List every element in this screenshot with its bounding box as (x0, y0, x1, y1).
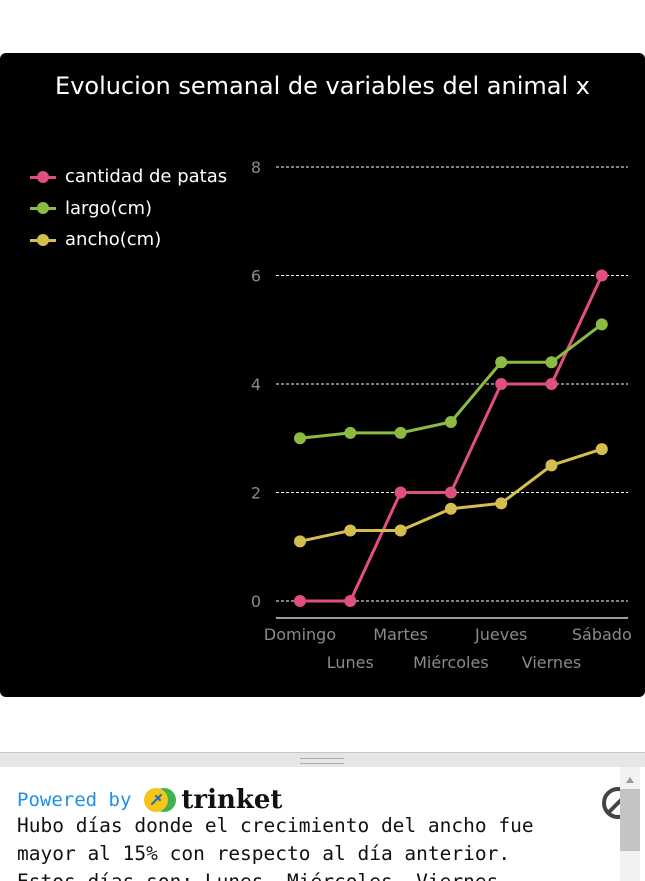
legend-dot-0 (37, 170, 49, 183)
series-0-point-4 (495, 378, 508, 390)
series-0-point-2 (394, 486, 407, 499)
series-1-point-4 (495, 356, 508, 369)
x-tick-label-1: Lunes (327, 653, 374, 672)
series-1-point-3 (444, 415, 457, 428)
powered-by[interactable]: Powered by trinket (17, 785, 282, 815)
series-2-point-6 (595, 443, 608, 456)
series-2-point-2 (394, 524, 407, 537)
x-tick-label-2: Martes (373, 625, 428, 644)
series-0-point-5 (545, 378, 558, 390)
legend-label-2: ancho(cm) (65, 229, 162, 251)
series-0-point-6 (595, 269, 608, 282)
panel-resize-handle[interactable] (0, 752, 645, 768)
y-tick-label-3: 6 (251, 267, 261, 286)
series-line-0 (300, 274, 604, 603)
x-tick-label-6: Sábado (572, 625, 632, 644)
series-1-point-1 (344, 426, 357, 439)
series-2-point-3 (444, 502, 457, 515)
legend-label-1: largo(cm) (65, 197, 153, 219)
console-output: Hubo días donde el crecimiento del ancho… (17, 814, 534, 881)
x-tick-label-3: Miércoles (413, 653, 489, 672)
legend-dot-2 (37, 233, 49, 246)
series-2-point-1 (344, 524, 357, 537)
grip-icon (300, 758, 344, 764)
legend-dot-1 (37, 202, 49, 215)
x-tick-label-5: Viernes (522, 653, 582, 672)
scroll-thumb[interactable] (620, 789, 640, 851)
series-0-point-0 (294, 595, 306, 607)
trinket-brand: trinket (181, 785, 283, 815)
line-chart: 0 2 4 6 8 Domingo Lunes Martes Miércoles Jueves Vi… (251, 158, 632, 672)
chart-legend: cantidad de patas largo(cm) ancho(cm) (30, 161, 227, 256)
series-2-point-4 (495, 497, 508, 510)
y-tick-label-1: 2 (251, 484, 261, 503)
series-1-point-6 (595, 318, 608, 331)
trinket-logo-icon (143, 787, 177, 813)
legend-item-2[interactable]: ancho(cm) (30, 224, 227, 256)
legend-swatch-2 (30, 233, 56, 247)
chart-title: Evolucion semanal de variables del anima… (55, 72, 590, 100)
powered-by-label: Powered by (17, 789, 132, 811)
legend-item-0[interactable]: cantidad de patas (30, 161, 227, 193)
series-0-point-1 (344, 595, 357, 607)
y-tick-label-0: 0 (251, 592, 261, 611)
series-2-point-0 (294, 535, 306, 548)
chart-panel: Evolucion semanal de variables del anima… (0, 53, 645, 697)
scroll-up-icon[interactable] (626, 777, 634, 783)
series-1-point-5 (545, 356, 558, 369)
series-1-point-2 (394, 426, 407, 439)
legend-swatch-0 (30, 170, 56, 184)
y-tick-label-2: 4 (251, 375, 261, 394)
x-tick-label-4: Jueves (474, 625, 527, 644)
console-panel: Powered by trinket Hubo días donde el cr… (0, 767, 645, 881)
console-scrollbar[interactable] (620, 767, 640, 881)
x-tick-label-0: Domingo (264, 625, 336, 644)
y-tick-label-4: 8 (251, 158, 261, 177)
series-0-point-3 (444, 486, 457, 499)
series-2-point-5 (545, 459, 558, 472)
legend-swatch-1 (30, 201, 56, 215)
legend-item-1[interactable]: largo(cm) (30, 193, 227, 225)
series-1-point-0 (294, 432, 306, 445)
legend-label-0: cantidad de patas (65, 166, 228, 188)
